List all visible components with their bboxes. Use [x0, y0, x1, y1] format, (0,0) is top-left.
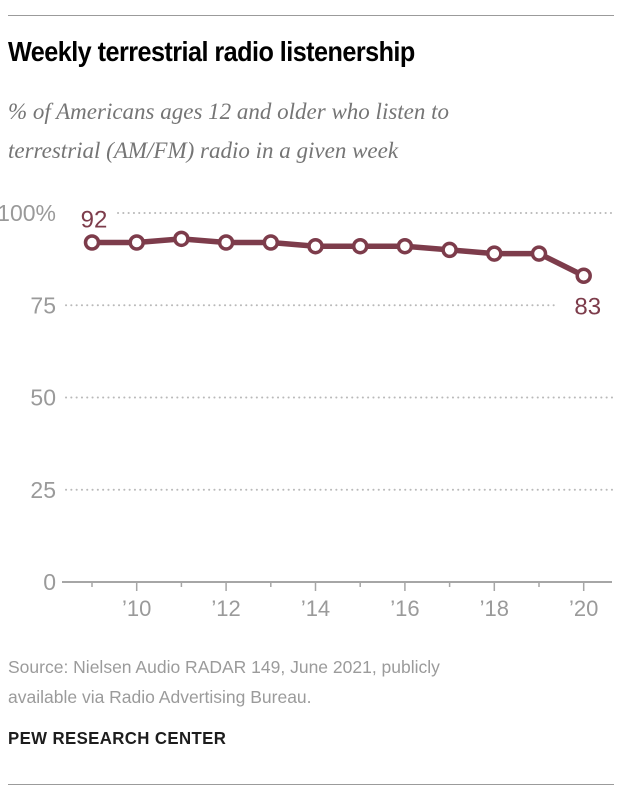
source-note: Source: Nielsen Audio RADAR 149, June 20… [8, 652, 548, 712]
data-point-2018 [486, 245, 503, 262]
y-axis-label-75: 75 [30, 292, 56, 318]
y-axis-label-25: 25 [30, 477, 56, 503]
x-axis-label-2012: ’12 [211, 596, 240, 621]
first-point-value-label: 92 [81, 207, 108, 234]
chart-title: Weekly terrestrial radio listenership [8, 36, 415, 67]
data-point-2020 [575, 267, 592, 284]
source-line-1: Source: Nielsen Audio RADAR 149, June 20… [8, 657, 440, 677]
bottom-rule [8, 784, 614, 785]
x-axis-label-2016: ’16 [390, 596, 419, 621]
top-rule [8, 15, 614, 16]
source-line-2: available via Radio Advertising Bureau. [8, 687, 312, 707]
x-axis-label-2020: ’20 [569, 596, 598, 621]
data-point-2012 [217, 234, 235, 251]
data-point-2019 [530, 245, 548, 262]
data-point-2014 [307, 237, 324, 255]
data-point-2011 [173, 230, 190, 248]
x-axis-label-2014: ’14 [301, 596, 330, 621]
y-axis-label-0: 0 [43, 569, 56, 595]
chart-subtitle: % of Americans ages 12 and older who lis… [8, 92, 568, 170]
data-point-2010 [128, 234, 145, 251]
data-point-2009 [83, 234, 101, 251]
line-chart-svg: 0 25 50 75 100% ’10 ’12 ’14 ’16 ’18 ’20 92 83 [0, 200, 613, 621]
last-point-value-label: 83 [574, 294, 601, 321]
x-axis-label-2018: ’18 [480, 596, 509, 621]
data-line [89, 236, 587, 279]
data-point-2013 [262, 234, 280, 251]
subtitle-line-2: terrestrial (AM/FM) radio in a given wee… [8, 138, 399, 163]
data-point-2015 [351, 237, 369, 255]
data-point-2017 [441, 241, 458, 259]
x-axis-label-2010: ’10 [122, 596, 151, 621]
brand-footer: PEW RESEARCH CENTER [8, 728, 227, 748]
y-axis-label-100: 100% [0, 200, 56, 226]
y-axis-label-50: 50 [30, 385, 56, 411]
subtitle-line-1: % of Americans ages 12 and older who lis… [8, 99, 450, 124]
data-point-2016 [396, 237, 414, 255]
